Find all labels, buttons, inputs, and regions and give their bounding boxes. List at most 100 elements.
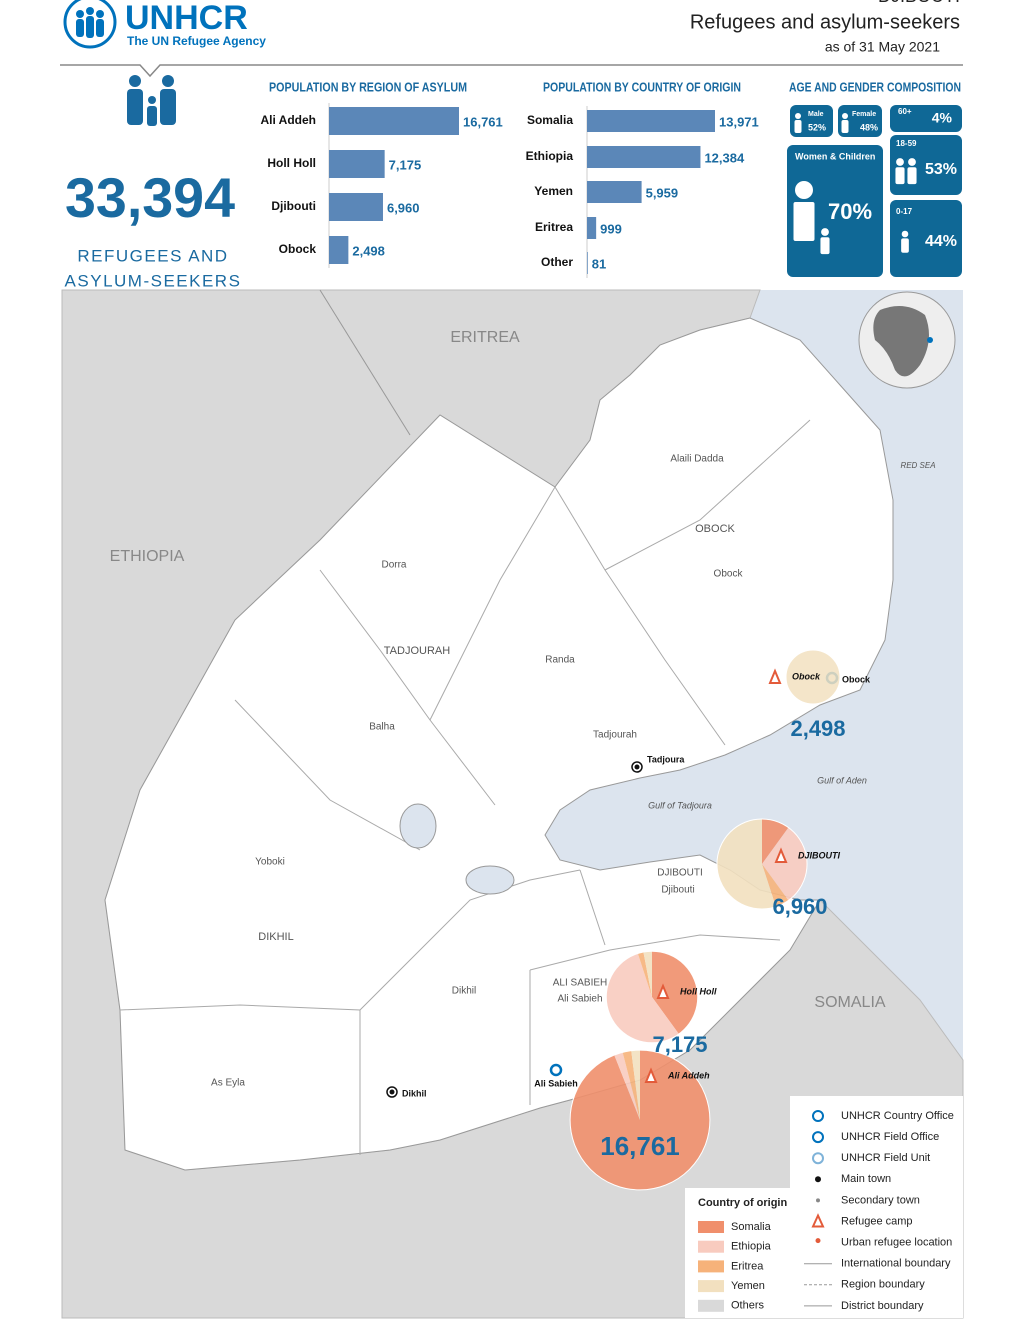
age-box [890,105,962,132]
pie-outline [569,1049,711,1191]
header-rule [60,64,963,78]
logo-text: UNHCR [125,0,248,37]
pie-slice [786,650,840,704]
age-text: 70% [828,199,872,224]
legend-symbol [815,1176,821,1183]
camp-name: Obock [792,671,821,681]
legend-label: UNHCR Field Unit [841,1152,930,1164]
pie-slice [652,951,698,1035]
map-label: Dorra [381,560,406,571]
person-icon [820,237,830,255]
age-text: 53% [925,161,957,178]
bar-value-label: 16,761 [463,114,503,129]
legend-swatch [698,1260,724,1273]
map-label: Tadjourah [593,730,637,741]
total-value: 33,394 [65,166,235,229]
person-icon [901,230,909,238]
pie-outline [716,818,808,910]
bar-value-label: 6,960 [387,200,420,215]
logo-emblem [63,0,117,49]
age-text: Women & Children [795,151,875,161]
field-office [549,1063,563,1077]
camp-value: 16,761 [600,1131,680,1161]
map-label: ETHIOPIA [110,548,185,565]
legend-label: Somalia [731,1221,772,1233]
legend-title: Country of origin [698,1197,787,1209]
title: Refugees and asylum-seekers [690,11,960,33]
legend-label: Urban refugee location [841,1237,952,1249]
camp-name: DJIBOUTI [798,850,841,860]
bar-category: Obock [279,242,317,256]
legend-symbol [815,1238,821,1244]
map-label: Gulf of Aden [817,775,867,785]
person-icon [842,113,848,119]
legend-label: Region boundary [841,1279,925,1291]
place-label: Ali Sabieh [534,1078,578,1088]
person-icon [907,167,917,185]
place-label: Tadjoura [647,754,685,764]
bar-category: Holl Holl [267,156,316,170]
bar-value-label: 13,971 [719,114,759,129]
bar-category: Eritrea [535,220,573,234]
legend-label: Others [731,1300,765,1312]
legend-label: Refugee camp [841,1215,913,1227]
age-box [787,145,883,277]
bar-value-label: 5,959 [646,185,679,200]
map-label: DIKHIL [258,931,293,943]
map-label: SOMALIA [814,994,885,1011]
age-text: Male [808,111,824,118]
bar-value-label: 2,498 [352,243,385,258]
legend-swatch [698,1280,724,1293]
region-boundaries [119,419,811,1155]
pie-slice [643,951,652,997]
bar [587,217,597,239]
pie-slice [762,818,789,864]
bar-value-label: 999 [600,221,622,236]
lake-assal [399,803,437,849]
legend-label: UNHCR Country Office [841,1110,954,1122]
bar [587,181,642,203]
person-icon [908,158,916,166]
camp-symbol [768,668,782,684]
main-town [389,1089,395,1095]
date: as of 31 May 2021 [825,39,940,55]
pie-slice [622,1050,640,1120]
pie-slice [631,1050,640,1120]
person-icon [841,120,849,133]
age-text: Female [852,111,876,118]
person-icon [821,228,829,236]
age-text: 52% [808,122,826,132]
legend-label: Ethiopia [731,1241,772,1253]
pie-slice [606,953,679,1043]
main-town [634,764,640,770]
pie-outline [605,950,699,1044]
globe-inset [858,291,956,389]
camp-symbol [656,983,670,999]
person-icon [793,202,815,241]
pie-slice [762,827,808,901]
camp-value: 2,498 [790,716,845,741]
map-label: Yoboki [255,857,285,868]
legend-symbol [812,1110,824,1122]
map-label: Randa [545,655,575,666]
age-box [838,105,882,137]
bar-category: Yemen [534,184,573,198]
bar-category: Other [541,255,573,269]
age-text: 44% [925,233,957,250]
legend-label: UNHCR Field Office [841,1131,939,1143]
map: ERITREA ETHIOPIA SOMALIA OBOCK Obock TADJOURA… [61,289,964,1319]
camp-value: 6,960 [772,894,827,919]
legend-symbol [811,1213,825,1228]
age-title: AGE AND GENDER COMPOSITION [789,79,961,94]
bar [587,110,715,132]
legend-label: District boundary [841,1300,924,1312]
map-label: RED SEA [900,461,935,470]
age-text: 60+ [898,107,912,116]
chart-title: POPULATION BY COUNTRY OF ORIGIN [543,79,741,94]
map-label: Obock [714,569,744,580]
bar [587,252,588,274]
age-box [890,200,962,277]
person-icon [795,181,813,199]
age-text: 48% [860,122,878,132]
place-label: Dikhil [402,1088,427,1098]
